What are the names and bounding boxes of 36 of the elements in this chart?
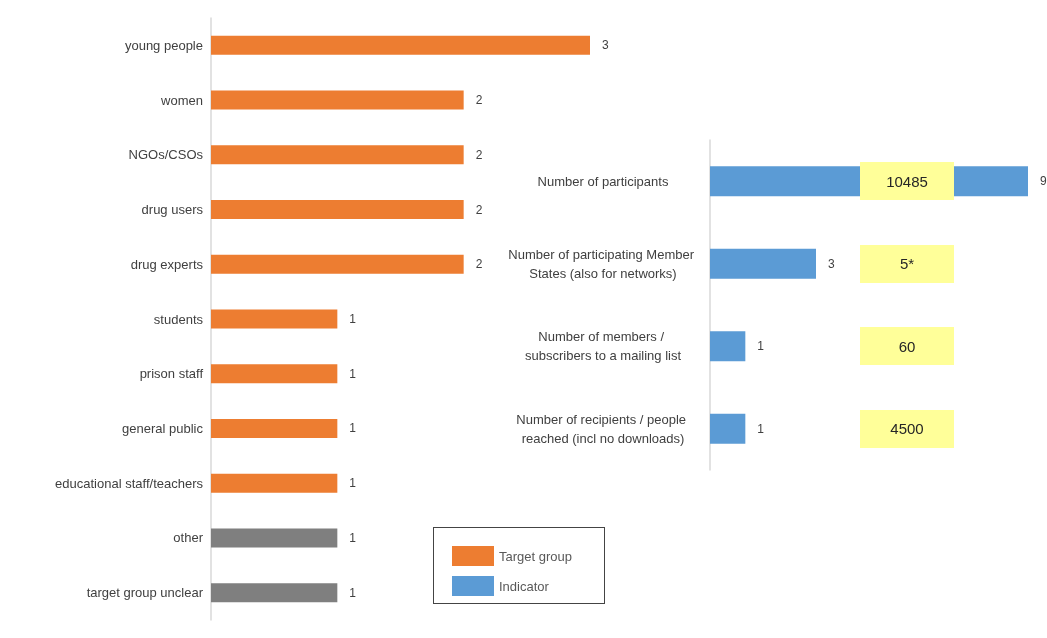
note-box: 10485 [860,162,954,201]
legend-label: Target group [499,548,572,564]
y-tick-label: students [153,311,204,327]
y-tick-label: Number of members / subscribers to a mailing list [524,329,682,364]
data-label: 1 [349,366,357,381]
y-tick-label: prison staff [139,366,204,382]
note-box: 5* [860,244,954,283]
data-label: 1 [349,530,357,545]
y-tick-label: other [173,530,204,546]
note-box: 60 [860,327,954,366]
note-box: 4500 [860,409,954,448]
y-tick-label: women [160,92,203,108]
data-label: 9 [1040,174,1047,189]
data-label: 1 [349,585,357,600]
data-label: 2 [475,257,483,272]
data-label: 1 [349,421,357,436]
y-tick-label: young people [124,37,203,53]
data-label: 3 [828,256,835,271]
y-tick-label: general public [122,420,204,436]
data-label: 2 [475,93,483,108]
data-label: 1 [349,476,357,491]
data-label: 2 [475,202,483,217]
legend-label: Indicator [499,578,550,594]
y-tick-label: target group unclear [86,585,204,601]
data-label: 1 [757,339,765,354]
y-tick-label: NGOs/CSOs [128,147,204,163]
y-tick-label: Number of participants [537,173,669,189]
data-label: 1 [757,421,765,436]
y-tick-label: educational staff/teachers [55,475,204,491]
data-label: 2 [475,147,483,162]
y-tick-label: drug experts [130,256,204,272]
y-tick-label: Number of recipients / people reached (incl no downloads) [516,411,690,446]
data-label: 1 [349,312,357,326]
y-tick-label: Number of participating Member States (also for networks) [508,246,698,281]
data-label: 3 [602,38,609,53]
y-tick-label: drug users [141,202,204,218]
